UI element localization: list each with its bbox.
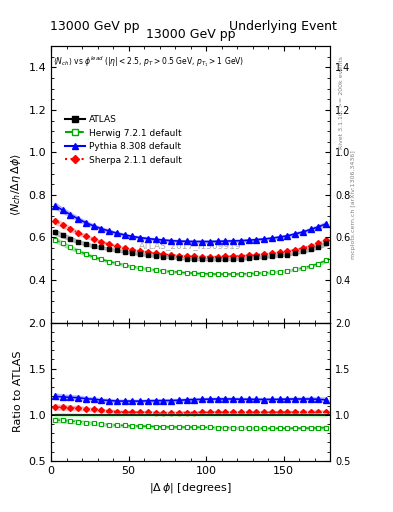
Text: Underlying Event: Underlying Event — [229, 20, 337, 33]
Y-axis label: $\langle N_{ch}/ \Delta\eta\, \Delta\phi \rangle$: $\langle N_{ch}/ \Delta\eta\, \Delta\phi… — [9, 153, 23, 216]
Text: 13000 GeV pp: 13000 GeV pp — [50, 20, 139, 33]
X-axis label: $|\Delta\, \phi|$ [degrees]: $|\Delta\, \phi|$ [degrees] — [149, 481, 232, 495]
Text: Rivet 3.1.10, >= 200k events: Rivet 3.1.10, >= 200k events — [339, 56, 343, 149]
Text: ATLAS_2017_I1509919: ATLAS_2017_I1509919 — [139, 241, 242, 250]
Text: mcplots.cern.ch [arXiv:1306.3436]: mcplots.cern.ch [arXiv:1306.3436] — [351, 151, 356, 259]
Text: $\langle N_{ch}\rangle$ vs $\phi^{lead}$ ($|\eta| < 2.5$, $p_T > 0.5$ GeV, $p_{T: $\langle N_{ch}\rangle$ vs $\phi^{lead}$… — [53, 54, 244, 69]
Text: 13000 GeV pp: 13000 GeV pp — [146, 28, 235, 40]
Y-axis label: Ratio to ATLAS: Ratio to ATLAS — [13, 351, 23, 433]
Legend: ATLAS, Herwig 7.2.1 default, Pythia 8.308 default, Sherpa 2.1.1 default: ATLAS, Herwig 7.2.1 default, Pythia 8.30… — [61, 112, 185, 168]
